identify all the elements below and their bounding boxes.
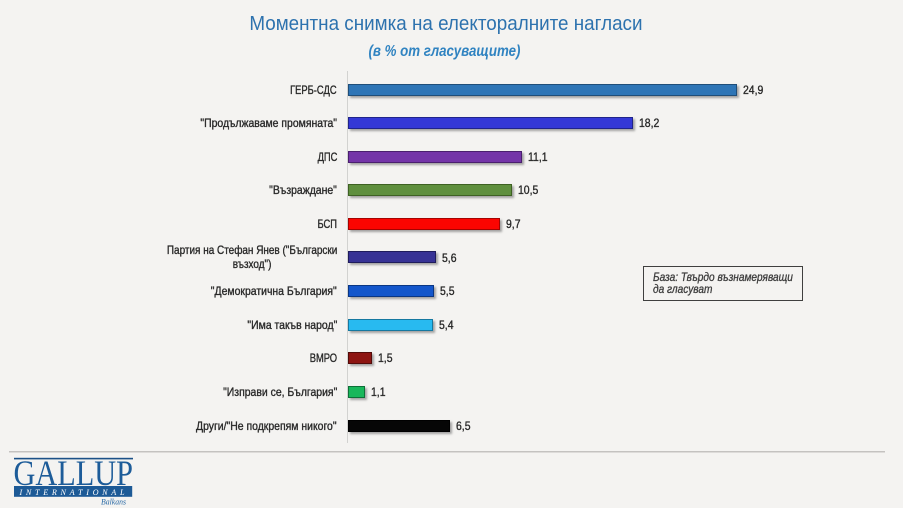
svg-text:Balkans: Balkans: [101, 498, 126, 507]
svg-text:INTERNATIONAL: INTERNATIONAL: [19, 488, 125, 497]
